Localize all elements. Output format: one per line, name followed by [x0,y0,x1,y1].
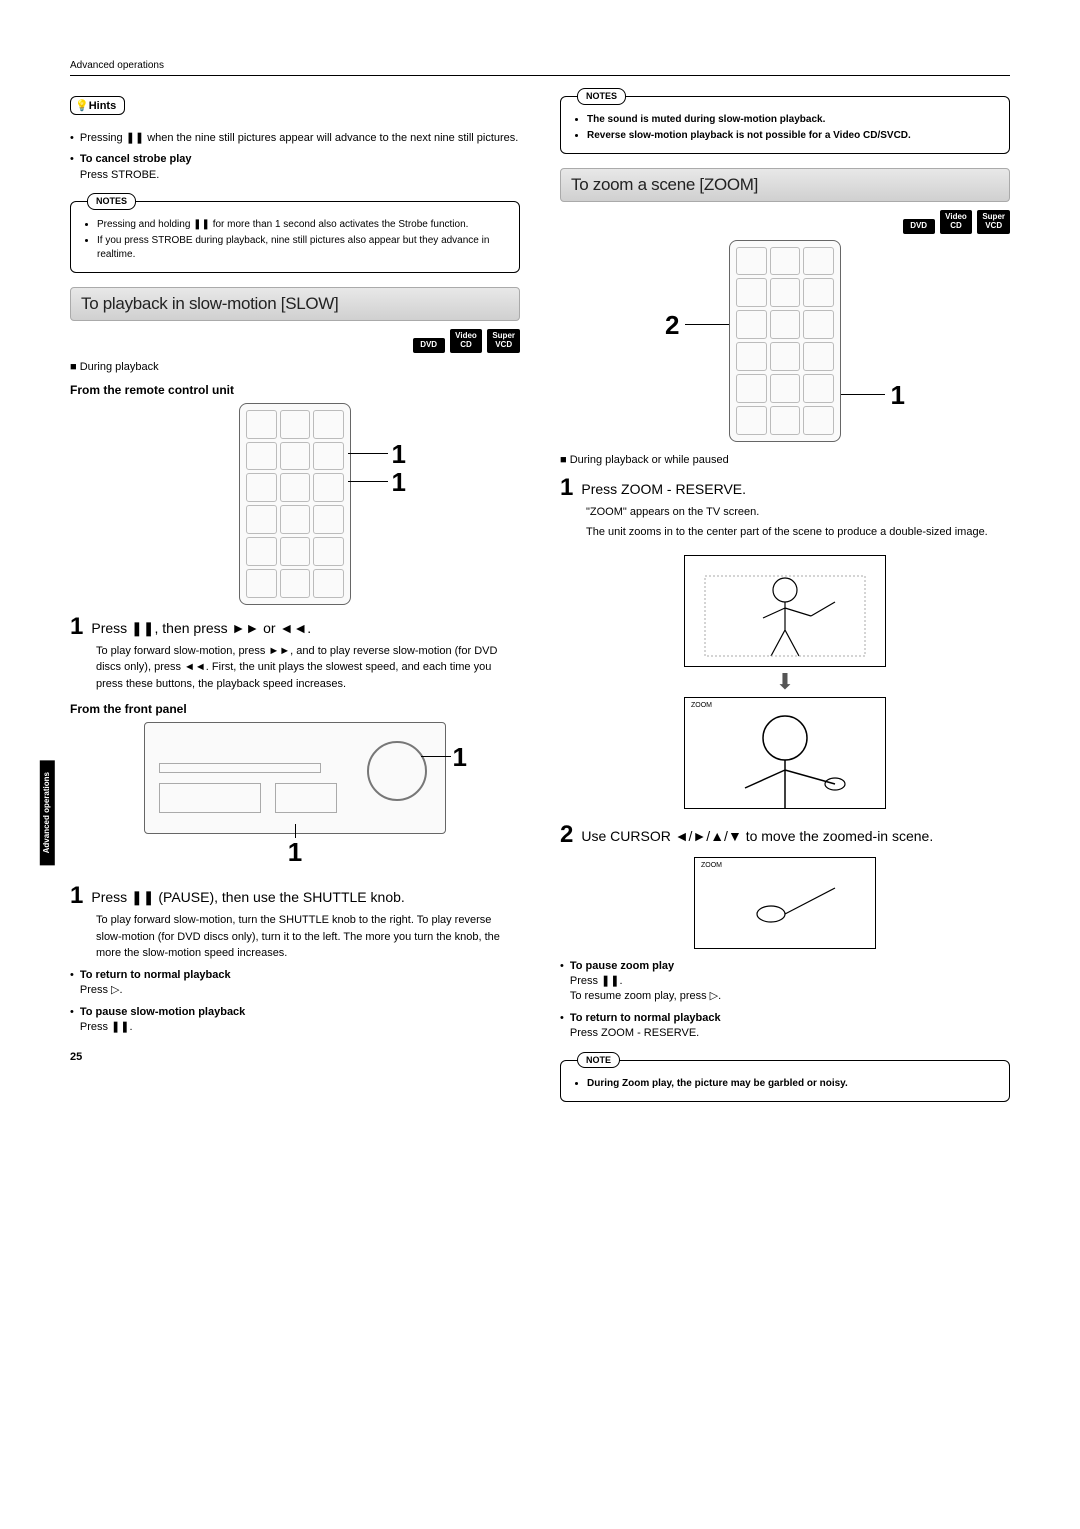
pause-slow-body: Press ❚❚. [80,1020,245,1035]
breadcrumb: Advanced operations [70,60,1010,71]
vcd-badge: Video CD [450,329,482,353]
context-during-playback: During playback [70,361,520,373]
remote-diagram [239,403,351,605]
zoom-illustration-after: ZOOM [684,697,886,809]
zoom-label: ZOOM [701,862,722,869]
return-normal-body: Press ▷. [80,983,231,998]
note-item: The sound is muted during slow-motion pl… [587,113,999,127]
bullet-icon: • [560,959,564,1005]
zoom-label: ZOOM [691,702,712,709]
page-number: 25 [70,1051,520,1063]
dvd-badge: DVD [903,219,935,234]
section-zoom: To zoom a scene [ZOOM] [560,168,1010,202]
context-zoom: During playback or while paused [560,454,1010,466]
callout-panel-bottom: 1 [288,837,302,868]
step-body: The unit zooms in to the center part of … [586,524,1010,541]
cancel-strobe-title: To cancel strobe play [80,152,192,167]
step-number: 2 [560,823,573,847]
svcd-badge: Super VCD [977,210,1010,234]
step-body: To play forward slow-motion, turn the SH… [96,912,520,962]
note-item: During Zoom play, the picture may be gar… [587,1077,999,1091]
note-box: NOTE During Zoom play, the picture may b… [560,1060,1010,1102]
return-normal-title: To return to normal playback [80,968,231,983]
pause-zoom-title: To pause zoom play [570,959,721,974]
notes-label: NOTES [577,88,626,105]
step-body: "ZOOM" appears on the TV screen. [586,504,1010,521]
callout-2: 2 [665,310,679,341]
header-divider [70,75,1010,76]
bullet-icon: • [70,152,74,183]
bullet-icon: • [70,1005,74,1036]
dvd-badge: DVD [413,338,445,353]
pause-zoom-body: Press ❚❚. [570,974,721,989]
arrow-down-icon: ⬇ [560,671,1010,693]
step-text: Press ❚❚ (PAUSE), then use the SHUTTLE k… [91,884,404,908]
zoom-illustration-before [684,555,886,667]
callout-1a: 1 [392,439,406,470]
step-number: 1 [70,615,83,639]
subhead-front-panel: From the front panel [70,702,520,716]
step-text: Press ❚❚, then press ►► or ◄◄. [91,615,311,639]
lightbulb-icon: 💡 [75,100,89,112]
note-item: Reverse slow-motion playback is not poss… [587,129,999,143]
callout-1b: 1 [392,467,406,498]
step-body: To play forward slow-motion, press ►►, a… [96,643,520,693]
callout-panel-top: 1 [453,742,467,773]
bullet-icon: • [560,1011,564,1042]
cancel-strobe-body: Press STROBE. [80,168,192,183]
resume-zoom-body: To resume zoom play, press ▷. [570,989,721,1004]
notes-label: NOTES [87,193,136,210]
pause-slow-title: To pause slow-motion playback [80,1005,245,1020]
callout-1: 1 [891,380,905,411]
side-tab: Advanced operations [40,760,55,865]
notes-box: NOTES Pressing and holding ❚❚ for more t… [70,201,520,273]
step-text: Use CURSOR ◄/►/▲/▼ to move the zoomed-in… [581,823,933,847]
step-number: 1 [70,884,83,908]
bullet-icon: • [70,131,74,146]
hints-label: Hints [89,100,117,112]
step-text: Press ZOOM - RESERVE. [581,476,746,500]
remote-diagram-zoom [729,240,841,442]
subhead-remote: From the remote control unit [70,383,520,397]
return-normal-title: To return to normal playback [570,1011,721,1026]
note-item: If you press STROBE during playback, nin… [97,234,509,262]
bullet-icon: • [70,968,74,999]
note-label: NOTE [577,1052,620,1069]
svcd-badge: Super VCD [487,329,520,353]
notes-box: NOTES The sound is muted during slow-mot… [560,96,1010,154]
hints-badge: 💡Hints [70,96,125,115]
vcd-badge: Video CD [940,210,972,234]
step-number: 1 [560,476,573,500]
zoom-illustration-cursor: ZOOM [694,857,876,949]
section-slow-motion: To playback in slow-motion [SLOW] [70,287,520,321]
front-panel-diagram [144,722,446,834]
return-normal-body: Press ZOOM - RESERVE. [570,1026,721,1041]
hints-text: Pressing ❚❚ when the nine still pictures… [80,131,519,146]
note-item: Pressing and holding ❚❚ for more than 1 … [97,218,509,232]
